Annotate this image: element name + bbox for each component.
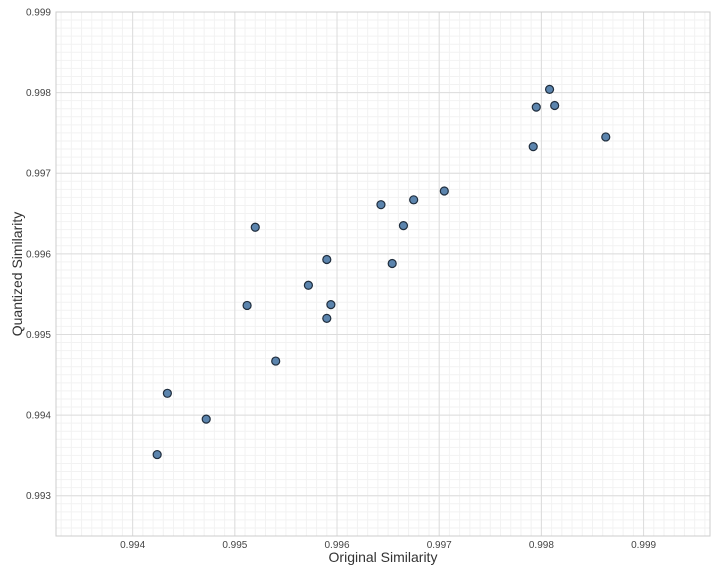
data-points — [152, 84, 611, 460]
data-point — [409, 195, 419, 205]
data-point — [250, 222, 260, 232]
major-grid — [56, 11, 710, 536]
y-tick-label: 0.993 — [26, 491, 51, 502]
data-point — [322, 254, 332, 265]
x-tick-label: 0.999 — [631, 540, 656, 551]
data-point — [303, 280, 314, 290]
data-point — [162, 388, 172, 398]
x-tick-label: 0.995 — [222, 540, 247, 551]
data-point — [387, 258, 397, 269]
y-tick-label: 0.994 — [26, 411, 51, 422]
x-tick-label: 0.997 — [427, 540, 452, 551]
data-point — [242, 300, 252, 311]
y-tick-label: 0.997 — [26, 169, 51, 180]
minor-grid — [56, 11, 710, 537]
data-point — [601, 132, 611, 142]
data-point — [376, 200, 386, 210]
data-point — [528, 142, 538, 152]
data-point — [271, 356, 281, 366]
data-point — [152, 449, 162, 460]
data-point — [550, 100, 560, 111]
x-tick-labels: 0.994 0.995 0.996 0.997 0.998 0.999 — [120, 540, 656, 551]
data-point — [531, 102, 541, 112]
data-point — [439, 186, 449, 196]
data-point — [326, 300, 336, 310]
y-tick-label: 0.995 — [26, 330, 51, 341]
y-tick-label: 0.996 — [26, 249, 51, 260]
plot-background — [56, 12, 710, 536]
x-axis-title: Original Similarity — [329, 549, 438, 565]
x-tick-label: 0.996 — [325, 540, 350, 551]
y-tick-label: 0.998 — [26, 88, 51, 99]
y-axis-title: Quantized Similarity — [9, 212, 25, 337]
data-point — [544, 84, 555, 94]
y-tick-label: 0.999 — [26, 8, 51, 19]
y-tick-labels: 0.993 0.994 0.995 0.996 0.997 0.998 0.999 — [26, 8, 51, 503]
data-point — [322, 313, 332, 323]
data-point — [201, 414, 211, 424]
plot-border — [55, 11, 711, 537]
x-tick-label: 0.998 — [529, 540, 554, 551]
x-tick-label: 0.994 — [120, 540, 145, 551]
data-point — [398, 221, 409, 231]
